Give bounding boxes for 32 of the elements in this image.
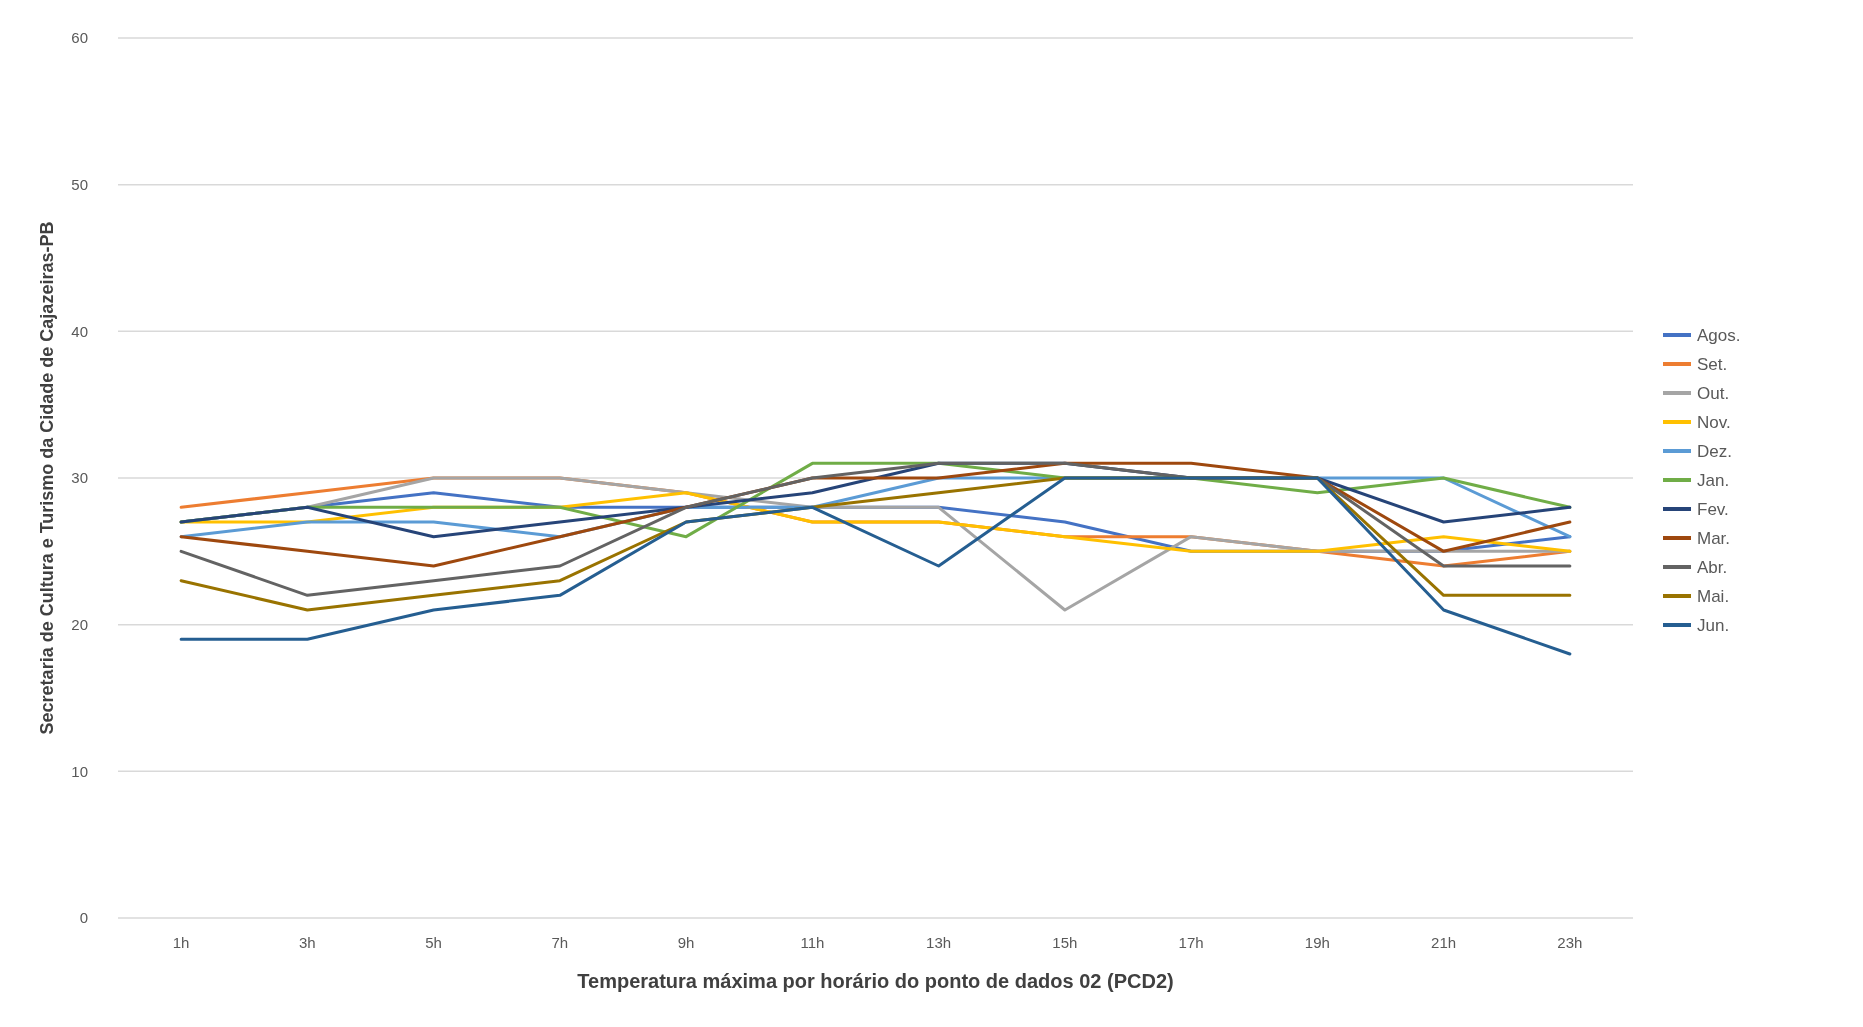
x-tick-label: 17h bbox=[1178, 934, 1204, 951]
legend-label: Dez. bbox=[1697, 441, 1732, 461]
x-tick-label: 19h bbox=[1304, 934, 1330, 951]
y-tick-label: 30 bbox=[71, 469, 88, 487]
legend-label: Abr. bbox=[1697, 557, 1728, 577]
legend-label: Agos. bbox=[1697, 325, 1741, 345]
y-tick-label: 10 bbox=[71, 762, 88, 780]
x-tick-label: 13h bbox=[926, 934, 952, 951]
legend-label: Mar. bbox=[1697, 528, 1731, 548]
x-tick-label: 1h bbox=[172, 934, 190, 951]
x-tick-label: 5h bbox=[425, 934, 442, 951]
y-tick-label: 20 bbox=[71, 615, 88, 633]
legend-label: Set. bbox=[1697, 354, 1728, 374]
legend-label: Nov. bbox=[1697, 412, 1731, 432]
legend-label: Fev. bbox=[1697, 499, 1729, 519]
legend-label: Out. bbox=[1697, 383, 1730, 403]
y-tick-label: 50 bbox=[71, 175, 88, 193]
x-tick-label: 7h bbox=[551, 934, 569, 951]
x-tick-label: 21h bbox=[1431, 934, 1457, 951]
x-tick-label: 15h bbox=[1052, 934, 1078, 951]
x-tick-label: 23h bbox=[1557, 934, 1583, 951]
x-axis-title: Temperatura máxima por horário do ponto de dados 02 (PCD2) bbox=[577, 970, 1174, 992]
y-tick-label: 40 bbox=[71, 322, 88, 340]
legend-label: Mai. bbox=[1697, 586, 1730, 606]
x-tick-label: 11h bbox=[800, 934, 825, 951]
legend-label: Jun. bbox=[1697, 615, 1730, 635]
legend-label: Jan. bbox=[1697, 470, 1730, 490]
y-tick-label: 0 bbox=[79, 909, 88, 927]
y-tick-label: 60 bbox=[71, 29, 88, 47]
x-tick-label: 3h bbox=[299, 934, 316, 951]
x-tick-label: 9h bbox=[677, 934, 695, 951]
y-axis-title: Secretaria de Cultura e Turismo da Cidade de Cajazeiras-PB bbox=[37, 221, 57, 735]
